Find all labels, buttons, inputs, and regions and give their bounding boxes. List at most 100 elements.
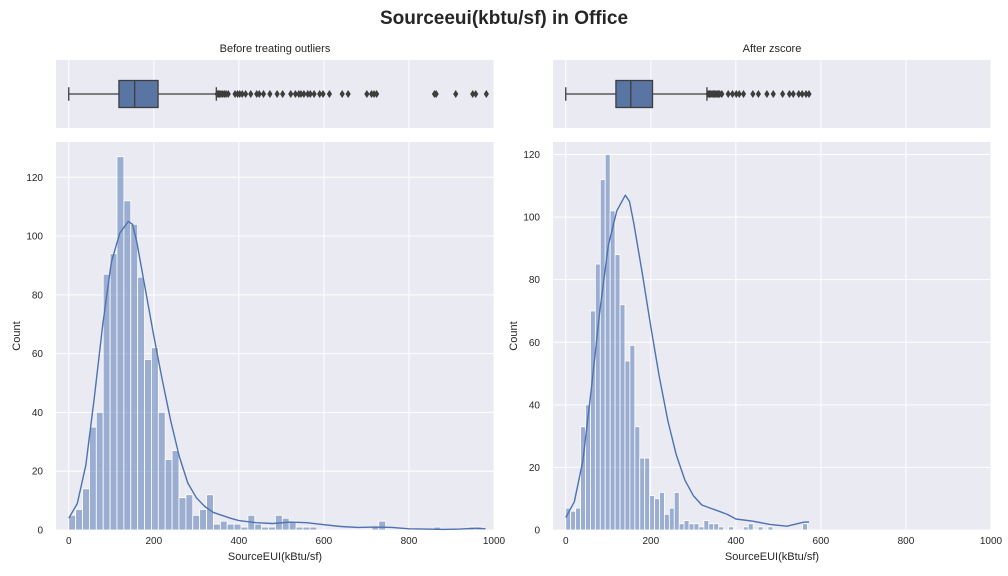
outlier-point (764, 90, 770, 98)
x-tick-label: 200 (145, 536, 162, 547)
y-tick-label: 100 (26, 232, 43, 243)
histogram-bar (82, 488, 90, 531)
histogram-bar (89, 426, 97, 531)
x-tick-label: 0 (563, 536, 569, 547)
histogram-bar (123, 200, 132, 531)
histogram-bar (673, 492, 680, 531)
histogram-bar (95, 412, 104, 531)
y-tick-label: 80 (529, 275, 541, 286)
outlier-point (780, 90, 786, 98)
histogram-bar (728, 526, 734, 531)
histogram-bar (742, 526, 749, 531)
outlier-point (796, 90, 802, 98)
histogram-bar (378, 520, 387, 531)
histogram-bar (151, 347, 159, 531)
histogram-bar (116, 156, 125, 531)
outlier-point (725, 90, 731, 98)
y-tick-label: 20 (32, 467, 44, 478)
outlier-point (248, 90, 254, 98)
panel-title: After zscore (743, 43, 802, 55)
outlier-point (317, 90, 323, 98)
y-tick-label: 120 (26, 173, 43, 184)
histogram-bar (708, 523, 715, 531)
outlier-point (292, 90, 299, 98)
panel-title: Before treating outliers (220, 43, 331, 55)
outlier-point (453, 90, 459, 98)
outlier-point (311, 90, 317, 98)
histogram-bar (295, 526, 304, 531)
outlier-point (483, 90, 489, 98)
y-tick-label: 100 (523, 213, 540, 224)
outlier-point (320, 90, 326, 98)
histogram-bar (639, 457, 646, 531)
x-tick-label: 400 (231, 536, 248, 547)
histogram-bar (164, 459, 173, 531)
histogram-bar (718, 526, 725, 531)
histogram-bar (644, 457, 651, 531)
histogram-bar (219, 520, 228, 531)
histogram-bar (226, 523, 235, 531)
outlier-point (364, 90, 370, 98)
x-tick-label: 800 (401, 536, 418, 547)
panel-top-left: Before treating outliers (56, 43, 495, 128)
histogram-bar (144, 359, 152, 531)
histogram-bar (233, 523, 242, 531)
outlier-point (799, 90, 805, 98)
histogram-bar (585, 404, 591, 531)
histogram-bar (802, 523, 808, 531)
histogram-bar (570, 510, 577, 531)
histogram-bar (213, 523, 221, 531)
outlier-point (239, 90, 245, 98)
panel-bottom-right: 0 20 40 60 80 100 120 0 200 400 600 800 1000 SourceEU… (508, 142, 1003, 563)
panel-top-right: After zscore (553, 43, 992, 128)
outlier-point (326, 90, 333, 98)
x-tick-label: 600 (813, 536, 830, 547)
histogram-bar (609, 210, 616, 531)
histogram-bar (713, 523, 720, 531)
y-tick-label: 60 (32, 349, 44, 360)
histogram-bar (747, 523, 754, 531)
x-tick-label: 200 (642, 536, 659, 547)
x-tick-label: 600 (316, 536, 333, 547)
outlier-point (307, 90, 313, 98)
histogram-bar (302, 526, 311, 531)
outlier-point (256, 90, 262, 98)
histogram-bar (654, 498, 660, 531)
histogram-bar (604, 154, 611, 531)
histogram-bar (629, 344, 636, 531)
histogram-bar (668, 507, 675, 531)
outlier-point (280, 90, 286, 98)
outlier-point (374, 90, 380, 98)
outlier-point (301, 90, 307, 98)
histogram-bar (192, 514, 201, 531)
histogram-bar (171, 450, 180, 531)
histogram-bar (130, 223, 139, 531)
histogram-bar (254, 523, 263, 531)
y-axis-label: Count (508, 321, 520, 350)
outlier-point (470, 90, 476, 98)
outlier-point (719, 90, 725, 98)
x-tick-label: 1000 (483, 536, 506, 547)
x-tick-label: 0 (66, 536, 72, 547)
histogram-bar (649, 495, 655, 531)
outlier-point (755, 90, 761, 98)
outlier-point (298, 90, 304, 98)
outlier-point (288, 90, 294, 98)
histogram-bar (288, 520, 297, 531)
figure-title: Sourceeui(kbtu/sf) in Office (379, 8, 629, 29)
histogram-bar (664, 513, 670, 531)
y-tick-label: 0 (534, 526, 540, 537)
kde-curve (68, 220, 486, 531)
outlier-point (274, 90, 280, 98)
outlier-point (736, 90, 742, 98)
histogram-bar (678, 523, 685, 531)
histogram-bar (565, 507, 572, 531)
histogram-bar (590, 310, 596, 531)
histogram-bar (634, 426, 641, 531)
x-tick-label: 1000 (980, 536, 1003, 547)
histogram-bar (157, 412, 166, 531)
outlier-point (770, 90, 776, 98)
outlier-point (740, 90, 747, 98)
histogram-bar (757, 526, 764, 531)
